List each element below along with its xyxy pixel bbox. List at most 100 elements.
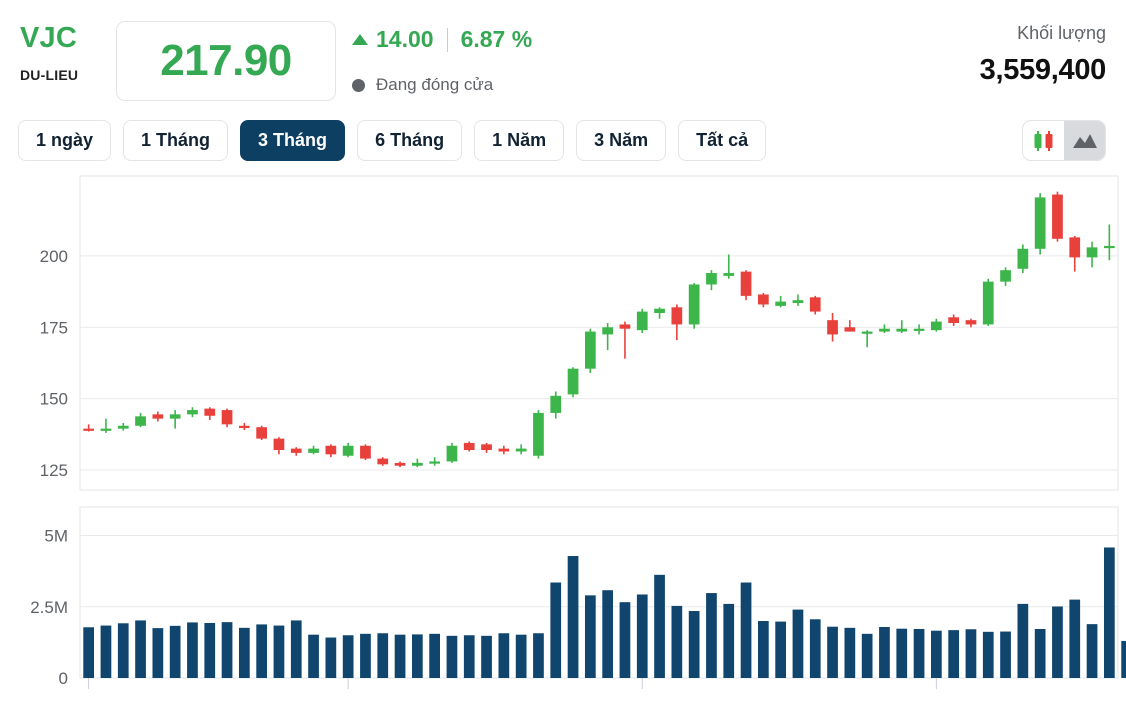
candle	[879, 324, 890, 333]
candle	[446, 442, 458, 463]
candle-body	[913, 328, 925, 331]
candle-body	[930, 321, 942, 331]
candle	[550, 391, 562, 419]
candle	[706, 270, 717, 291]
candle-body	[567, 368, 579, 395]
candle-body	[187, 410, 198, 415]
range-tab-tất-cả[interactable]: Tất cả	[678, 120, 767, 161]
current-price: 217.90	[160, 36, 292, 85]
candle-body	[377, 458, 389, 465]
candle-body	[1034, 197, 1046, 249]
candle	[1017, 244, 1029, 274]
candle-body	[706, 273, 717, 285]
volume-bar	[100, 625, 112, 678]
volume-block: Khối lượng 3,559,400	[979, 23, 1107, 87]
candle-body	[238, 425, 250, 428]
candle	[498, 445, 510, 455]
candle	[394, 461, 406, 468]
price-change-row: 14.00 6.87 %	[352, 26, 532, 53]
volume-bar-chart[interactable]: 5M 2.5M 0	[0, 503, 1126, 703]
candle-body	[533, 412, 544, 456]
price-candlestick-chart[interactable]: 200 175 150 125	[0, 170, 1126, 495]
candle	[948, 314, 960, 326]
candle-body	[1052, 194, 1063, 239]
candle	[688, 283, 700, 329]
candle-body	[515, 448, 527, 452]
candle	[377, 457, 389, 466]
candle-body	[757, 294, 769, 305]
candle	[809, 295, 821, 315]
volume-axis-tick: 0	[59, 669, 68, 688]
volume-value: 3,559,400	[979, 53, 1107, 86]
candle-body	[844, 327, 856, 332]
market-status-label: Đang đóng cửa	[376, 75, 494, 94]
candle-body	[394, 462, 406, 466]
volume-bar	[654, 574, 665, 678]
candle-body	[360, 445, 371, 459]
volume-bar	[135, 620, 146, 678]
volume-bar	[83, 627, 95, 678]
candle	[256, 425, 268, 441]
candle-body	[740, 271, 752, 296]
candle	[221, 408, 233, 428]
volume-bar	[273, 625, 285, 678]
volume-bar	[533, 633, 544, 678]
volume-bar	[861, 633, 873, 678]
volume-bar	[1069, 599, 1081, 678]
candle	[308, 445, 319, 455]
candle	[861, 330, 873, 348]
candle-body	[1000, 270, 1011, 282]
candle	[1103, 224, 1115, 261]
candle-body	[619, 324, 631, 329]
candle-body	[256, 427, 268, 439]
area-chart-icon	[1072, 133, 1097, 148]
candle	[636, 308, 648, 333]
candle-body	[221, 410, 233, 425]
range-tab-3-tháng[interactable]: 3 Tháng	[240, 120, 346, 161]
candle-body	[463, 442, 475, 451]
volume-axis-tick: 5M	[44, 527, 68, 546]
candle	[757, 293, 769, 308]
range-tab-3-năm[interactable]: 3 Năm	[576, 120, 667, 161]
range-tab-1-ngày[interactable]: 1 ngày	[18, 120, 112, 161]
candle	[360, 444, 371, 461]
candle-body	[550, 395, 562, 413]
candle-body	[446, 445, 458, 462]
volume-bar	[930, 630, 942, 678]
area-chart-button[interactable]	[1064, 121, 1105, 160]
candle-body	[827, 320, 838, 335]
volume-bar	[1103, 547, 1115, 678]
candle	[896, 320, 908, 333]
candle-body	[671, 307, 683, 325]
change-percent: 6.87 %	[460, 26, 533, 52]
candlestick-chart-button[interactable]	[1023, 121, 1064, 160]
candle	[152, 411, 164, 422]
candle-body	[965, 320, 977, 325]
company-name: DU-LIEU	[20, 67, 79, 83]
price-axis-tick: 150	[40, 390, 68, 409]
volume-bar	[463, 635, 475, 678]
volume-bar	[636, 594, 648, 678]
range-tab-1-tháng[interactable]: 1 Tháng	[123, 120, 229, 161]
volume-bar	[515, 634, 527, 678]
candle-body	[1103, 245, 1115, 249]
candle	[463, 441, 475, 452]
candle	[792, 294, 804, 306]
volume-bar	[117, 623, 129, 678]
candle	[290, 447, 302, 456]
candle	[1034, 193, 1046, 255]
time-range-tabs: 1 ngày 1 Tháng 3 Tháng 6 Tháng 1 Năm 3 Năm Tất…	[18, 120, 767, 161]
volume-bar	[1052, 606, 1063, 678]
volume-bar	[1000, 631, 1011, 678]
candle	[723, 254, 735, 279]
range-tab-1-năm[interactable]: 1 Năm	[474, 120, 565, 161]
range-tab-6-tháng[interactable]: 6 Tháng	[357, 120, 463, 161]
candle	[117, 422, 129, 431]
candle	[411, 458, 423, 468]
candle-body	[169, 414, 181, 419]
candle-body	[861, 331, 873, 334]
volume-bar	[290, 620, 302, 678]
candle-body	[584, 331, 596, 369]
volume-bar	[1017, 603, 1029, 678]
